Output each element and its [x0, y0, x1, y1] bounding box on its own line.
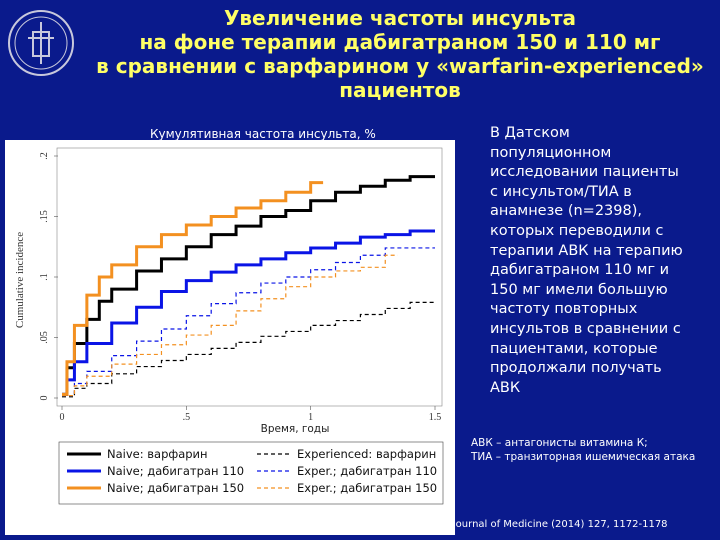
slide-title: Увеличение частоты инсульта на фоне тера…	[80, 6, 720, 102]
citation: Torben Bjerregaard Larsen The American J…	[245, 519, 668, 530]
title-line-4: пациентов	[339, 78, 461, 102]
x-tick-label: 1.5	[429, 412, 442, 423]
institution-logo	[8, 10, 74, 76]
description-line: продолжали получать	[490, 360, 662, 377]
legend-box	[58, 441, 444, 505]
description-line: пациентами, которые	[490, 340, 658, 357]
description-line: исследовании пациенты	[490, 164, 679, 181]
y-tick-label: .05	[39, 331, 50, 344]
legend-label: Naive; дабигатран 110	[107, 464, 244, 478]
y-axis-title: Cumulative incidence	[14, 232, 26, 328]
description-line: которых переводили с	[490, 222, 664, 239]
abbreviation-line: ТИА – транзиторная ишемическая атака	[471, 451, 696, 463]
x-tick-label: 0	[60, 412, 65, 423]
abbreviations: АВК – антагонисты витамина К; ТИА – тран…	[471, 436, 720, 464]
title-line-1: Увеличение частоты инсульта	[223, 6, 577, 30]
series-line-2	[62, 229, 435, 396]
chart-panel: Cumulative incidence Время, годы 0 .05 .1.…	[5, 140, 455, 535]
series-line-4	[62, 301, 436, 398]
series-line-3	[62, 181, 324, 396]
y-axis-caption: Кумулятивная частота инсульта, %	[150, 127, 376, 141]
incidence-chart: Cumulative incidence Время, годы 0 .05 .1.…	[14, 147, 444, 505]
x-tick-label: .5	[183, 412, 191, 423]
description-line: инсультов в сравнении с	[490, 320, 681, 337]
description-line: АВК	[490, 379, 521, 396]
description-line: терапии АВК на терапию	[490, 242, 683, 259]
y-tick-label: .15	[39, 210, 50, 223]
description-line: анамнезе (n=2398),	[490, 203, 642, 220]
x-axis-title: Время, годы	[261, 423, 330, 435]
legend-label: Exper.; дабигатран 150	[297, 481, 437, 495]
legend-label: Experienced: варфарин	[297, 447, 436, 461]
legend-label: Naive: варфарин	[107, 447, 208, 461]
description-line: с инсультом/ТИА в	[490, 183, 632, 200]
y-tick-label: 0	[39, 396, 50, 401]
title-line-2: на фоне терапии дабигатраном 150 и 110 м…	[139, 30, 661, 54]
y-tick-label: .1	[39, 273, 50, 281]
series-line-6	[62, 254, 398, 397]
x-tick-label: 1	[308, 412, 313, 423]
legend-label: Naive; дабигатран 150	[107, 481, 244, 495]
description-line: популяционном	[490, 144, 612, 161]
legend-label: Exper.; дабигатран 110	[297, 464, 437, 478]
title-line-3: в сравнении с варфарином у «warfarin-exp…	[96, 54, 704, 78]
abbreviation-line: АВК – антагонисты витамина К;	[471, 437, 648, 449]
description-text: В Датском популяционном исследовании пац…	[490, 124, 715, 398]
y-tick-label: .2	[39, 152, 50, 160]
description-line: 150 мг имели большую	[490, 281, 668, 298]
description-line: частоту повторных	[490, 301, 638, 318]
description-line: дабигатраном 110 мг и	[490, 262, 670, 279]
description-line: В Датском	[490, 125, 570, 141]
